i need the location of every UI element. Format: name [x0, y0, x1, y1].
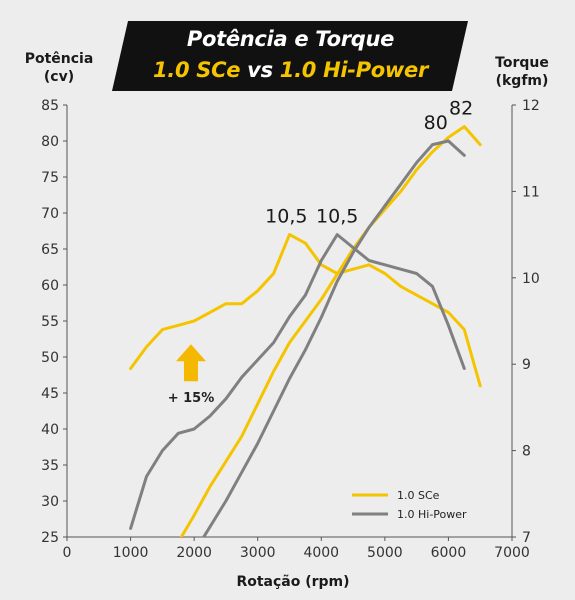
right-tick-label: 11: [522, 184, 540, 200]
chart-subtitle: 1.0 SCe vs 1.0 Hi-Power: [118, 58, 463, 82]
x-tick-label: 7000: [494, 545, 530, 561]
x-tick-label: 4000: [303, 545, 339, 561]
peak-label: 82: [449, 98, 473, 120]
right-axis-title-line2: (kgfm): [495, 73, 549, 89]
title-banner: [112, 21, 468, 91]
series-hipower-torque: [129, 233, 466, 530]
subtitle-hipower: 1.0 Hi-Power: [279, 58, 429, 82]
x-tick-label: 2000: [176, 545, 212, 561]
right-tick-label: 7: [522, 530, 531, 546]
x-tick-label: 6000: [431, 545, 467, 561]
left-axis-title-line1: Potência: [24, 51, 94, 67]
left-tick-label: 80: [41, 134, 59, 150]
right-tick-label: 9: [522, 357, 531, 373]
series-sce-torque: [129, 233, 482, 388]
increase-label: + 15%: [168, 391, 215, 406]
subtitle-vs: vs: [240, 58, 280, 82]
increase-arrow-icon: [175, 344, 206, 382]
chart-title: Potência e Torque: [186, 27, 395, 51]
right-tick-label: 8: [522, 444, 531, 460]
left-tick-label: 65: [41, 242, 59, 258]
left-tick-label: 70: [41, 206, 59, 222]
peak-label: 10,5: [316, 206, 358, 228]
peak-label: 80: [424, 112, 448, 134]
left-tick-label: 35: [41, 458, 59, 474]
left-tick-label: 25: [41, 530, 59, 546]
x-axis-title: Rotação (rpm): [236, 574, 350, 590]
left-tick-label: 75: [41, 170, 59, 186]
left-tick-label: 40: [41, 422, 59, 438]
legend-label: 1.0 Hi-Power: [397, 508, 467, 521]
series-sce-power: [179, 125, 482, 537]
left-tick-label: 50: [41, 350, 59, 366]
x-tick-label: 0: [63, 545, 72, 561]
left-tick-label: 85: [41, 98, 59, 114]
left-axis-title: Potência (cv): [16, 50, 102, 86]
x-tick-label: 3000: [240, 545, 276, 561]
x-tick-label: 5000: [367, 545, 403, 561]
right-axis-title: Torque (kgfm): [476, 54, 568, 90]
x-tick-label: 1000: [113, 545, 149, 561]
legend-label: 1.0 SCe: [397, 489, 440, 502]
left-tick-label: 55: [41, 314, 59, 330]
left-tick-label: 45: [41, 386, 59, 402]
peak-label: 10,5: [265, 206, 307, 228]
left-tick-label: 60: [41, 278, 59, 294]
left-axis-title-line2: (cv): [43, 69, 75, 85]
title-banner-shape: [112, 21, 468, 91]
right-tick-label: 10: [522, 271, 540, 287]
series-hipower-power: [202, 139, 466, 537]
right-axis-title-line1: Torque: [495, 55, 549, 71]
left-tick-label: 30: [41, 494, 59, 510]
subtitle-sce: 1.0 SCe: [152, 58, 241, 82]
right-tick-label: 12: [522, 98, 540, 114]
